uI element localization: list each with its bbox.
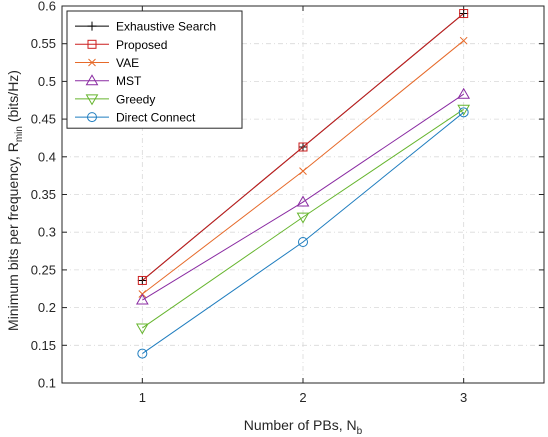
legend-marker: [87, 21, 97, 31]
y-tick-label: 0.4: [38, 149, 56, 164]
y-tick-label: 0.5: [38, 74, 56, 89]
data-point: [299, 167, 307, 175]
data-point: [458, 107, 469, 118]
y-axis-label-unit: (bits/Hz): [5, 70, 21, 126]
data-point: [137, 348, 148, 359]
y-tick-label: 0.6: [38, 0, 56, 14]
series-line: [142, 108, 464, 329]
data-point: [298, 237, 308, 248]
data-point: [135, 293, 149, 305]
series-line: [142, 111, 464, 355]
series-mst: [135, 87, 471, 305]
y-axis-label: Minimum bits per frequency, Rmin (bits/H…: [5, 70, 25, 331]
legend-box: [66, 10, 243, 129]
legend-marker: [87, 39, 97, 49]
series-greedy: [135, 104, 471, 335]
series-line: [142, 13, 464, 281]
legend-marker: [87, 112, 97, 123]
y-axis-label-text: Minimum bits per frequency, R: [5, 142, 21, 331]
data-point: [135, 323, 149, 335]
data-point: [296, 195, 310, 207]
x-axis-label: Number of PBs, Nb: [244, 417, 363, 437]
series-proposed: [137, 9, 469, 285]
axis-ticks: 1 2 3 0.1 0.15 0.2 0.25 0.3 0.35 0.4 0.45 0.5 0.55 0.…: [31, 0, 544, 405]
legend-label: Proposed: [116, 38, 167, 52]
data-point: [137, 275, 147, 285]
series-line: [142, 93, 464, 301]
legend-item: Direct Connect: [75, 111, 196, 125]
legend-label: MST: [116, 74, 142, 88]
series-vae: [138, 36, 468, 298]
x-tick-label: 3: [460, 390, 467, 405]
data-point: [137, 275, 147, 285]
data-point: [457, 87, 471, 99]
y-tick-label: 0.3: [38, 225, 56, 240]
y-tick-label: 0.25: [31, 262, 56, 277]
legend-item: Greedy: [75, 92, 155, 106]
data-point: [296, 212, 310, 224]
y-tick-label: 0.2: [38, 300, 56, 315]
series-group: [135, 9, 471, 359]
series-direct-connect: [137, 107, 469, 359]
data-point: [459, 9, 469, 19]
data-point: [298, 142, 308, 152]
data-point: [457, 104, 471, 116]
x-tick-label: 2: [299, 390, 306, 405]
y-tick-label: 0.15: [31, 338, 56, 353]
legend: Exhaustive Search Proposed VAE MST Greedy Dir…: [66, 10, 243, 129]
y-tick-label: 0.35: [31, 187, 56, 202]
data-point: [459, 36, 468, 45]
legend-label: VAE: [116, 56, 139, 70]
legend-item: MST: [75, 74, 142, 88]
y-tick-label: 0.1: [38, 376, 56, 391]
x-axis-label-text: Number of PBs, N: [244, 417, 357, 433]
legend-marker: [85, 94, 99, 106]
y-tick-label: 0.55: [31, 36, 56, 51]
data-point: [459, 9, 469, 19]
legend-item: VAE: [75, 56, 139, 70]
legend-label: Direct Connect: [116, 111, 196, 125]
x-axis-label-subscript: b: [357, 426, 363, 437]
legend-label: Exhaustive Search: [116, 20, 216, 34]
y-tick-label: 0.45: [31, 112, 56, 127]
legend-item: Exhaustive Search: [75, 20, 216, 34]
legend-label: Greedy: [116, 92, 155, 106]
y-axis-label-subscript: min: [14, 126, 25, 142]
x-tick-label: 1: [139, 390, 146, 405]
legend-marker: [85, 74, 99, 86]
legend-item: Proposed: [75, 38, 167, 52]
legend-marker: [88, 58, 96, 67]
